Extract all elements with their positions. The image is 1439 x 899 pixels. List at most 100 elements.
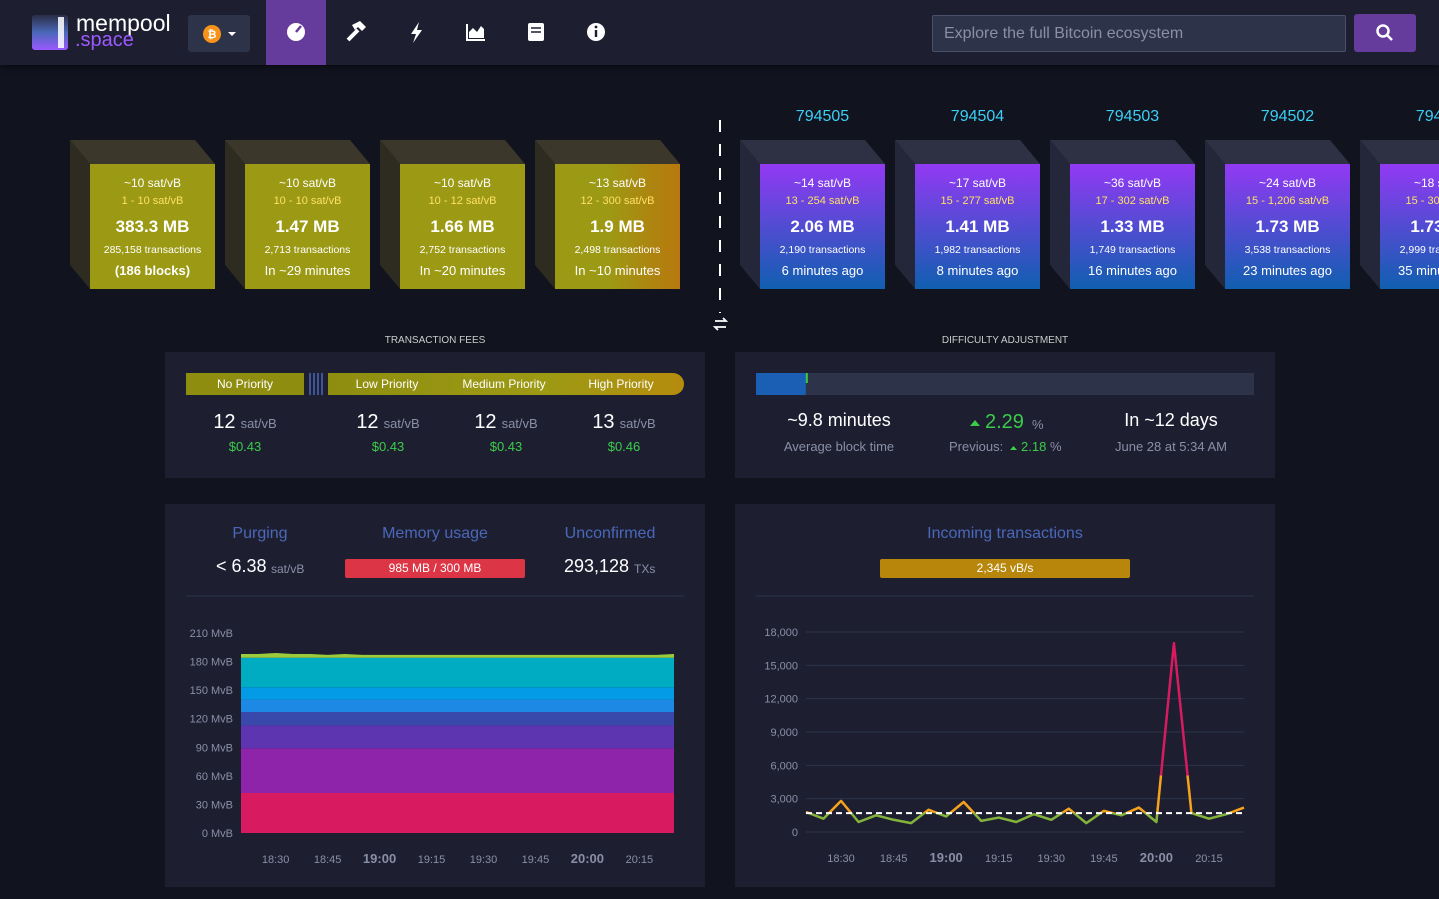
block-side [740,140,760,289]
y-tick-label: 18,000 [764,627,798,639]
fee-usd: $0.43 [229,439,262,455]
block-top [740,140,885,164]
block-tx-count: 2,498 transactions [575,244,661,257]
block-top [380,140,525,164]
block-fee-range: 15 - 277 sat/vB [941,195,1015,208]
block-height[interactable]: 794503 [1106,107,1159,126]
block-fee: ~36 sat/vB [1104,176,1161,190]
stat-label: Purging [232,524,287,543]
difficulty-eta: In ~12 days [1124,410,1218,432]
block-fee: ~17 sat/vB [949,176,1006,190]
block-side [895,140,915,289]
fee-unit: sat/vB [241,416,277,432]
block-eta: In ~20 minutes [420,263,506,279]
x-tick-label: 20:00 [1140,850,1173,865]
block-top [1050,140,1195,164]
unconfirmed-value: 293,128 [564,556,629,578]
block-fee: ~13 sat/vB [589,176,646,190]
fee-unit: sat/vB [620,416,656,432]
block-height[interactable]: 794501 [1416,107,1439,126]
stat-label: Unconfirmed [565,524,656,543]
x-tick-label: 19:00 [363,851,396,866]
area-series [241,793,674,833]
y-tick-label: 150 MvB [190,685,233,697]
block-tx-count: 2,752 transactions [420,244,506,257]
unconfirmed-unit: TXs [634,562,655,576]
previous-label: Previous: [949,439,1003,455]
purging-unit: sat/vB [271,562,304,576]
block-side [535,140,555,289]
fee-usd: $0.46 [608,439,641,455]
x-tick-label: 19:45 [1090,853,1118,865]
block-age: 8 minutes ago [937,263,1019,279]
y-tick-label: 180 MvB [190,657,233,669]
y-tick-label: 6,000 [770,760,798,772]
block-side [1050,140,1070,289]
y-tick-label: 3,000 [770,794,798,806]
area-series [241,700,674,712]
block-eta: In ~10 minutes [575,263,661,279]
change-unit: % [1032,417,1044,433]
block-size: 1.9 MB [590,217,645,237]
difficulty-date: June 28 at 5:34 AM [1115,439,1227,455]
block-side [70,140,90,289]
block-height[interactable]: 794504 [951,107,1004,126]
y-tick-label: 30 MvB [196,799,233,811]
block-eta: (186 blocks) [115,263,190,279]
stat-label: Memory usage [382,524,488,543]
y-tick-label: 0 MvB [202,828,233,840]
x-tick-label: 20:15 [1195,853,1223,865]
area-series [241,712,674,725]
previous-unit: % [1050,439,1062,455]
y-tick-label: 210 MvB [190,628,233,640]
block-tx-count: 285,158 transactions [104,244,201,257]
block-side [1205,140,1225,289]
block-fee: ~10 sat/vB [279,176,336,190]
difficulty-bar-bg [756,373,1254,395]
fee-unit: sat/vB [384,416,420,432]
x-tick-label: 18:45 [314,854,342,866]
x-tick-label: 19:45 [522,854,550,866]
block-height[interactable]: 794502 [1261,107,1314,126]
fee-value: 12 [474,410,496,434]
priority-label: Medium Priority [462,377,545,391]
block-fee-range: 12 - 300 sat/vB [581,195,655,208]
x-tick-label: 19:15 [985,853,1013,865]
priority-label: Low Priority [356,377,419,391]
fee-rate: 13sat/vB [592,410,655,434]
x-tick-label: 19:30 [1038,853,1066,865]
block-side [225,140,245,289]
block-age: 23 minutes ago [1243,263,1332,279]
block-time: ~9.8 minutes [787,410,891,432]
block-time-label: Average block time [784,439,894,455]
y-tick-label: 9,000 [770,727,798,739]
block-top [895,140,1040,164]
difficulty-change: 2.29 [985,410,1024,434]
block-fee-range: 15 - 1,206 sat/vB [1246,195,1329,208]
block-size: 1.47 MB [275,217,339,237]
y-tick-label: 12,000 [764,694,798,706]
block-fee: ~24 sat/vB [1259,176,1316,190]
block-top [70,140,215,164]
purging-value: < 6.38 [216,556,267,578]
x-tick-label: 19:30 [470,854,498,866]
priority-label: No Priority [217,377,273,391]
block-top [535,140,680,164]
fee-rate: 12sat/vB [356,410,419,434]
block-size: 383.3 MB [116,217,190,237]
line-series [806,643,1244,823]
block-tx-count: 1,749 transactions [1090,244,1176,257]
y-tick-label: 90 MvB [196,742,233,754]
section-title: TRANSACTION FEES [385,335,486,347]
fee-usd: $0.43 [372,439,405,455]
x-tick-label: 19:15 [418,854,446,866]
x-tick-label: 20:15 [626,854,654,866]
block-height[interactable]: 794505 [796,107,849,126]
block-fee: ~14 sat/vB [794,176,851,190]
previous-change: 2.18 [1021,439,1046,455]
block-tx-count: 2,713 transactions [265,244,351,257]
y-tick-label: 0 [792,827,798,839]
block-age: 16 minutes ago [1088,263,1177,279]
block-size: 1.33 MB [1100,217,1164,237]
up-arrow-small [1010,446,1017,450]
